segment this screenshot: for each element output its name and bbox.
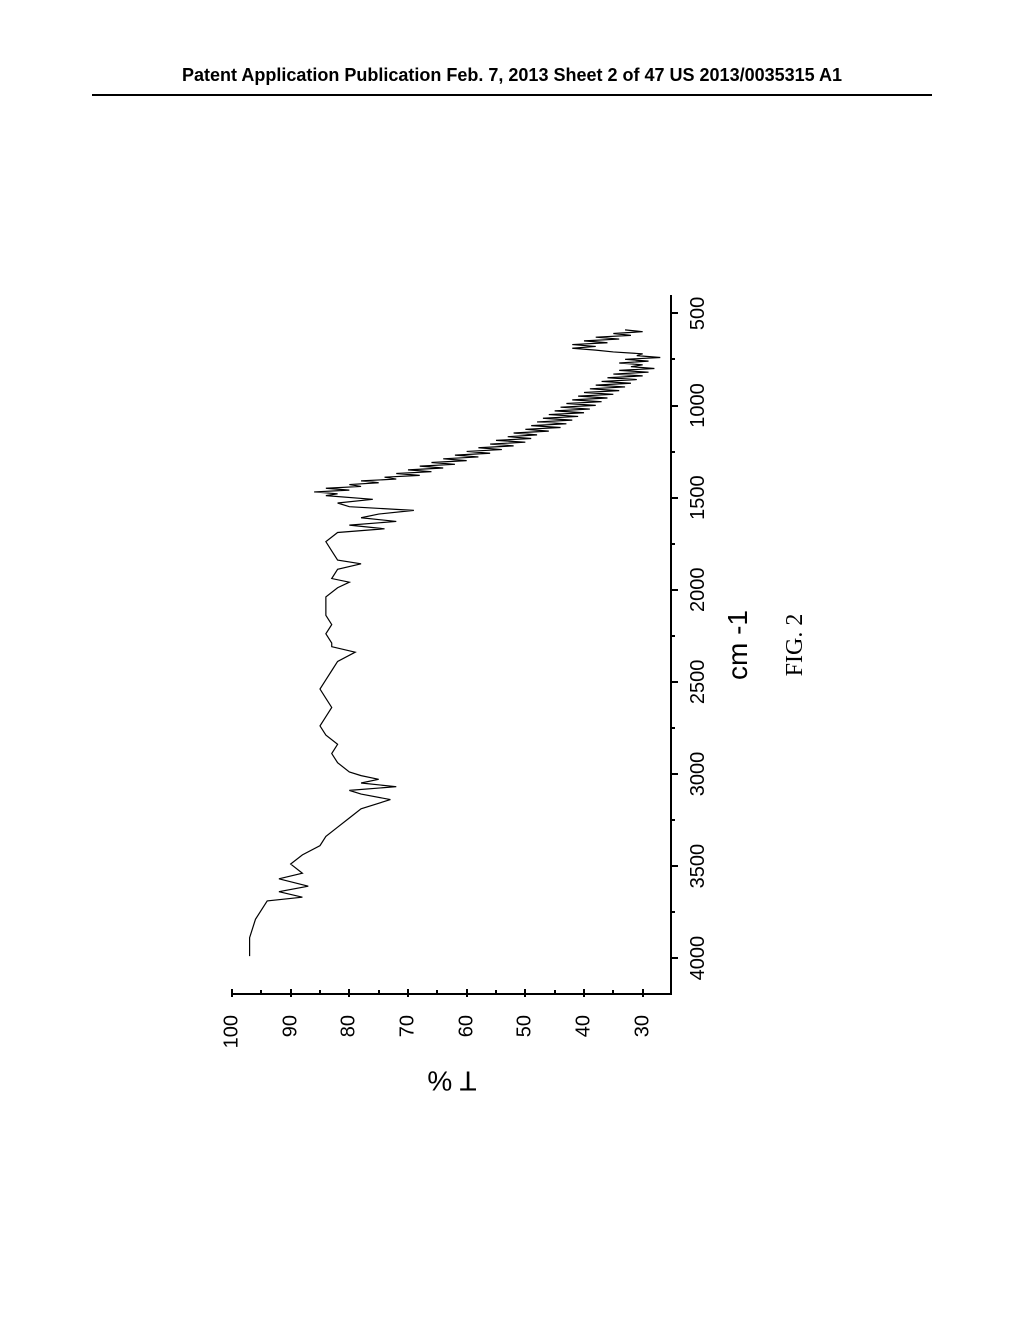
y-tick-mark <box>231 989 233 997</box>
y-minor-tick <box>554 990 556 995</box>
x-tick-label: 500 <box>687 297 710 330</box>
x-tick-mark <box>670 405 678 407</box>
y-axis-title: T % <box>427 1064 476 1096</box>
y-tick-mark <box>290 989 292 997</box>
x-tick-label: 3500 <box>687 844 710 889</box>
ir-spectrum-chart: T % 30 40 50 60 70 80 90 100 4000 3500 3000 2500 20… <box>212 255 812 1105</box>
x-tick-label: 1000 <box>687 383 710 428</box>
x-tick-label: 3000 <box>687 752 710 797</box>
y-tick-label: 40 <box>573 1015 596 1037</box>
y-tick-label: 60 <box>455 1015 478 1037</box>
x-axis-labels: 4000 3500 3000 2500 2000 1500 1000 500 <box>682 295 722 995</box>
y-tick-mark <box>524 989 526 997</box>
y-tick-mark <box>642 989 644 997</box>
y-axis-labels: 30405060708090100 <box>232 1005 672 1055</box>
y-tick-label: 90 <box>279 1015 302 1037</box>
x-tick-mark <box>670 957 678 959</box>
y-minor-tick <box>378 990 380 995</box>
x-tick-label: 4000 <box>687 936 710 981</box>
y-minor-tick <box>436 990 438 995</box>
x-minor-tick <box>670 635 675 637</box>
x-tick-mark <box>670 865 678 867</box>
y-tick-label: 80 <box>338 1015 361 1037</box>
x-minor-tick <box>670 727 675 729</box>
y-minor-tick <box>260 990 262 995</box>
y-tick-mark <box>348 989 350 997</box>
page-header: Patent Application Publication Feb. 7, 2… <box>92 65 932 96</box>
x-minor-tick <box>670 911 675 913</box>
header-right: US 2013/0035315 A1 <box>670 65 842 86</box>
y-minor-tick <box>495 990 497 995</box>
y-tick-mark <box>583 989 585 997</box>
plot-area <box>232 295 672 995</box>
x-tick-label: 2500 <box>687 660 710 705</box>
x-minor-tick <box>670 819 675 821</box>
x-tick-mark <box>670 312 678 314</box>
x-axis-title: cm -1 <box>722 610 754 680</box>
x-minor-tick <box>670 358 675 360</box>
y-tick-mark <box>466 989 468 997</box>
x-tick-label: 1500 <box>687 475 710 520</box>
header-left: Patent Application Publication <box>182 65 441 86</box>
y-tick-label: 70 <box>397 1015 420 1037</box>
x-tick-mark <box>670 681 678 683</box>
spectrum-trace <box>232 293 672 993</box>
y-tick-mark <box>407 989 409 997</box>
y-minor-tick <box>319 990 321 995</box>
y-minor-tick <box>612 990 614 995</box>
x-tick-mark <box>670 589 678 591</box>
figure-label: FIG. 2 <box>782 614 809 677</box>
x-tick-mark <box>670 497 678 499</box>
x-minor-tick <box>670 543 675 545</box>
y-tick-label: 30 <box>631 1015 654 1037</box>
header-center: Feb. 7, 2013 Sheet 2 of 47 <box>446 65 664 86</box>
x-minor-tick <box>670 451 675 453</box>
y-tick-label: 100 <box>221 1015 244 1048</box>
x-tick-mark <box>670 773 678 775</box>
x-tick-label: 2000 <box>687 568 710 613</box>
y-tick-label: 50 <box>514 1015 537 1037</box>
